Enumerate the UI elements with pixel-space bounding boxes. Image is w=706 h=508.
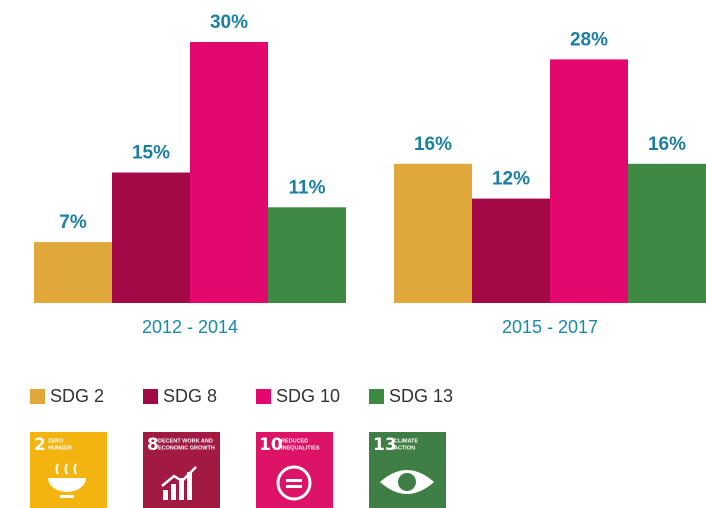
sdg-icon: 13 CLIMATE ACTION xyxy=(369,432,446,508)
bar xyxy=(190,42,268,303)
sdg-icon: 8 DECENT WORK AND ECONOMIC GROWTH xyxy=(143,432,220,508)
value-label: 15% xyxy=(132,143,170,164)
icon-label: ZERO xyxy=(48,438,64,444)
value-label: 11% xyxy=(289,177,326,198)
value-label: 16% xyxy=(648,134,686,155)
bar xyxy=(394,163,472,303)
value-label: 16% xyxy=(414,134,452,155)
icon-label: ECONOMIC GROWTH xyxy=(158,445,215,451)
legend-swatch xyxy=(143,389,158,404)
icon-pictogram xyxy=(55,463,77,475)
sdg-icon: 10 REDUCED INEQUALITIES xyxy=(256,432,333,508)
legend-label: SDG 10 xyxy=(276,386,340,406)
icon-label: REDUCED xyxy=(281,438,308,444)
icon-box xyxy=(256,432,333,508)
bar xyxy=(628,163,706,303)
value-label: 7% xyxy=(59,212,87,233)
icon-label: ACTION xyxy=(394,445,415,451)
sdg-icon: 2 ZERO HUNGER xyxy=(30,432,107,508)
bar xyxy=(550,59,628,304)
icon-label: CLIMATE xyxy=(394,438,418,444)
legend-label: SDG 8 xyxy=(163,386,217,406)
legend-swatch xyxy=(256,389,271,404)
icon-number: 10 xyxy=(259,435,283,455)
icon-box xyxy=(369,432,446,508)
value-label: 12% xyxy=(492,169,530,190)
legend-label: SDG 2 xyxy=(50,386,104,406)
legend-label: SDG 13 xyxy=(389,386,453,406)
bar xyxy=(112,172,190,303)
bar xyxy=(472,198,550,303)
icon-pictogram xyxy=(398,473,416,491)
icon-label: HUNGER xyxy=(48,445,72,451)
bar xyxy=(268,207,346,303)
icon-pictogram xyxy=(276,465,312,501)
bar xyxy=(34,242,112,303)
icon-number: 8 xyxy=(147,435,159,455)
group-label: 2015 - 2017 xyxy=(502,317,598,337)
icon-label: DECENT WORK AND xyxy=(158,438,213,444)
legend-swatch xyxy=(30,389,45,404)
icon-pictogram xyxy=(286,479,302,488)
icon-label: INEQUALITIES xyxy=(281,445,320,451)
icon-number: 13 xyxy=(373,435,397,455)
icon-pictogram xyxy=(48,478,86,498)
icon-number: 2 xyxy=(34,435,46,455)
icon-pictogram xyxy=(161,466,197,487)
group-label: 2012 - 2014 xyxy=(142,317,238,337)
value-label: 30% xyxy=(210,12,248,33)
legend-swatch xyxy=(369,389,384,404)
value-label: 28% xyxy=(570,29,608,50)
